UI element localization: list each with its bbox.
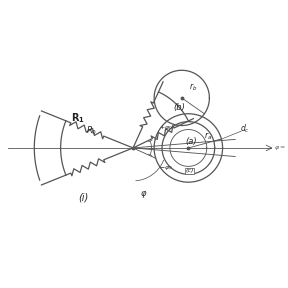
Text: (c): (c) — [185, 168, 194, 173]
Text: $+\varphi_0$: $+\varphi_0$ — [159, 123, 173, 132]
Text: $\varphi{=}$: $\varphi{=}$ — [274, 144, 286, 152]
Text: (i): (i) — [78, 193, 88, 203]
Text: $r_b$: $r_b$ — [190, 82, 198, 93]
Text: $-\varphi_0$: $-\varphi_0$ — [159, 164, 173, 172]
Text: (b): (b) — [173, 103, 185, 112]
Text: (a): (a) — [185, 137, 197, 146]
Text: $R_0$: $R_0$ — [86, 125, 97, 137]
Text: $\varphi$: $\varphi$ — [140, 189, 147, 200]
Text: $\mathbf{R_1}$: $\mathbf{R_1}$ — [71, 111, 85, 125]
Text: $r_a$: $r_a$ — [204, 130, 212, 142]
Text: $d_c$: $d_c$ — [240, 122, 250, 135]
